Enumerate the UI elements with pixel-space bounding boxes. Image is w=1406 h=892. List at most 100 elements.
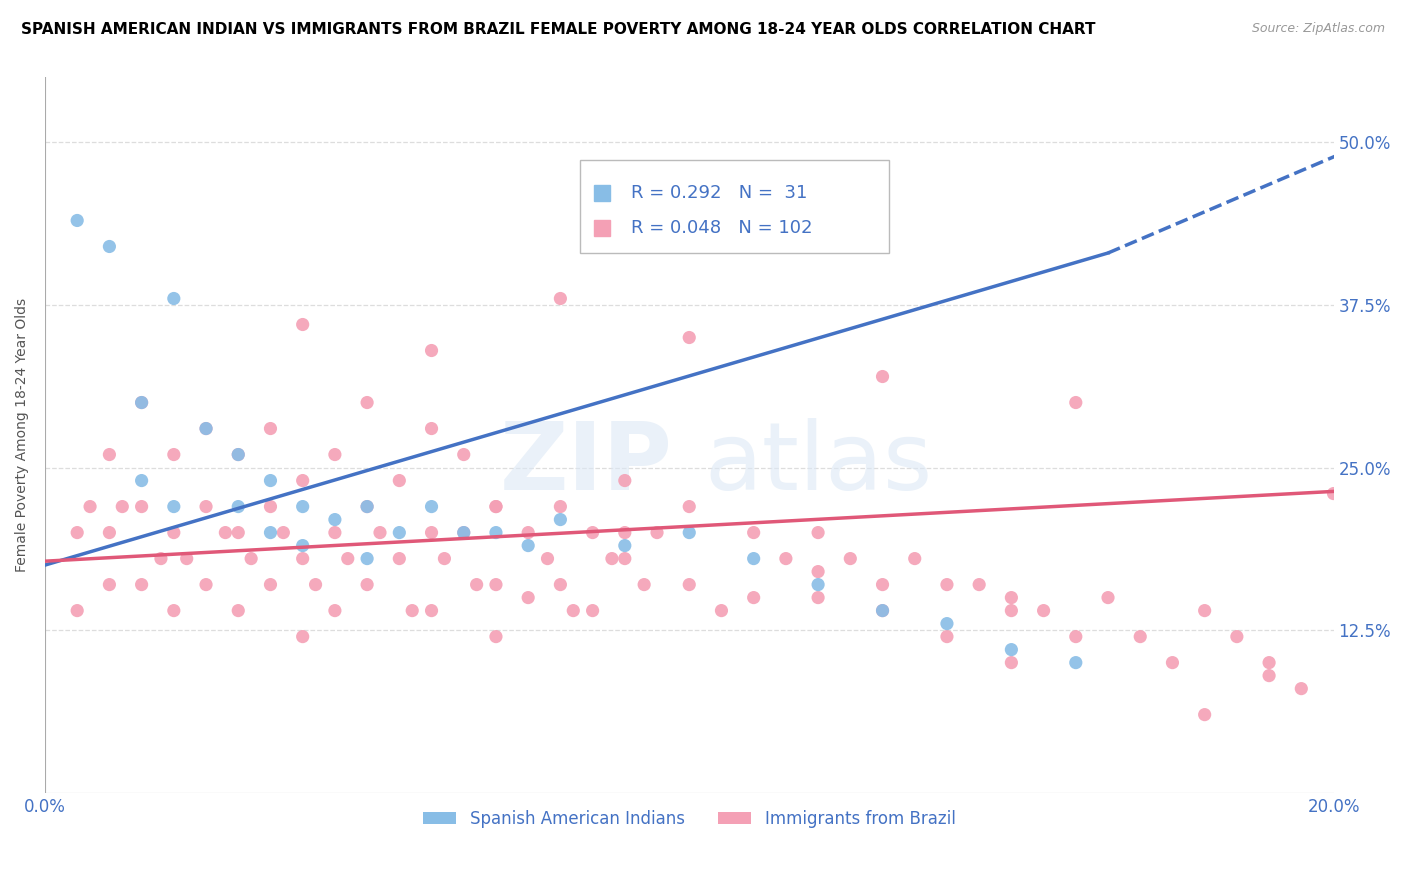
Point	[550, 577, 572, 591]
Text: SPANISH AMERICAN INDIAN VS IMMIGRANTS FROM BRAZIL FEMALE POVERTY AMONG 18-24 YEA: SPANISH AMERICAN INDIAN VS IMMIGRANTS FR…	[21, 22, 1095, 37]
Point	[259, 421, 281, 435]
Point	[678, 330, 700, 344]
Point	[226, 500, 249, 514]
Point	[872, 369, 894, 384]
Point	[453, 525, 475, 540]
Point	[163, 500, 186, 514]
Point	[291, 630, 314, 644]
Point	[1000, 591, 1022, 605]
Point	[742, 525, 765, 540]
Point	[775, 551, 797, 566]
Point	[613, 474, 636, 488]
Point	[388, 551, 411, 566]
Point	[149, 551, 172, 566]
Point	[195, 577, 218, 591]
Text: Source: ZipAtlas.com: Source: ZipAtlas.com	[1251, 22, 1385, 36]
Point	[176, 551, 198, 566]
Point	[259, 474, 281, 488]
Point	[807, 565, 830, 579]
Point	[1097, 591, 1119, 605]
Point	[304, 577, 326, 591]
Point	[226, 525, 249, 540]
Point	[336, 551, 359, 566]
Point	[1064, 630, 1087, 644]
Point	[807, 227, 830, 241]
Point	[613, 525, 636, 540]
Point	[323, 512, 346, 526]
Point	[356, 577, 378, 591]
Point	[1226, 630, 1249, 644]
Point	[1194, 707, 1216, 722]
Point	[163, 604, 186, 618]
Point	[517, 539, 540, 553]
Point	[356, 395, 378, 409]
Point	[807, 577, 830, 591]
Point	[613, 539, 636, 553]
Point	[66, 525, 89, 540]
Point	[1258, 656, 1281, 670]
Point	[98, 448, 121, 462]
Point	[936, 616, 959, 631]
Point	[1064, 656, 1087, 670]
Point	[936, 630, 959, 644]
Text: R = 0.292   N =  31: R = 0.292 N = 31	[631, 185, 807, 202]
Point	[226, 604, 249, 618]
Point	[645, 525, 668, 540]
Point	[1000, 604, 1022, 618]
Point	[678, 525, 700, 540]
Point	[214, 525, 236, 540]
Point	[259, 500, 281, 514]
Text: R = 0.048   N = 102: R = 0.048 N = 102	[631, 219, 813, 236]
Point	[517, 525, 540, 540]
Point	[807, 525, 830, 540]
Point	[195, 421, 218, 435]
Point	[1322, 486, 1344, 500]
Text: ZIP: ZIP	[499, 417, 672, 509]
Point	[388, 525, 411, 540]
Point	[872, 577, 894, 591]
Point	[420, 525, 443, 540]
Point	[226, 448, 249, 462]
Point	[904, 551, 927, 566]
Point	[291, 318, 314, 332]
Point	[1000, 642, 1022, 657]
Point	[1064, 395, 1087, 409]
Point	[633, 577, 655, 591]
Point	[131, 474, 153, 488]
Point	[356, 500, 378, 514]
Point	[291, 474, 314, 488]
Point	[131, 577, 153, 591]
Point	[550, 500, 572, 514]
Point	[613, 551, 636, 566]
Point	[678, 500, 700, 514]
Legend: Spanish American Indians, Immigrants from Brazil: Spanish American Indians, Immigrants fro…	[416, 803, 962, 834]
Point	[259, 525, 281, 540]
Point	[195, 421, 218, 435]
Point	[600, 551, 623, 566]
Point	[1032, 604, 1054, 618]
Point	[420, 343, 443, 358]
Point	[1161, 656, 1184, 670]
Point	[872, 604, 894, 618]
Point	[581, 604, 603, 618]
Point	[742, 591, 765, 605]
Point	[368, 525, 391, 540]
Point	[1258, 668, 1281, 682]
Point	[453, 525, 475, 540]
Point	[936, 577, 959, 591]
Point	[291, 539, 314, 553]
Point	[1000, 656, 1022, 670]
Point	[98, 577, 121, 591]
Point	[401, 604, 423, 618]
Point	[226, 448, 249, 462]
Point	[710, 604, 733, 618]
Point	[1291, 681, 1313, 696]
Point	[356, 551, 378, 566]
Point	[536, 551, 558, 566]
Point	[195, 500, 218, 514]
Point	[581, 525, 603, 540]
Point	[420, 500, 443, 514]
Point	[485, 500, 508, 514]
Point	[420, 421, 443, 435]
Point	[131, 395, 153, 409]
